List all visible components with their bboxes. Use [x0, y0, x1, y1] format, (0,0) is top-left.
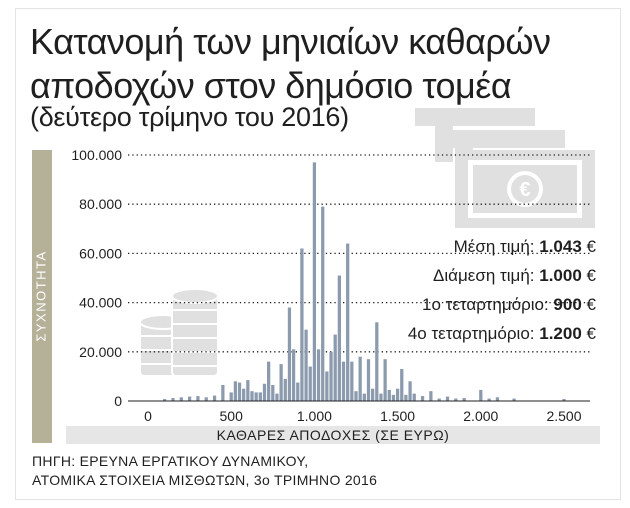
title-line-2: αποδοχών στον δημόσιο τομέα — [30, 65, 512, 106]
y-axis-label: ΣΥΧΝΟΤΗΤΑ — [33, 250, 48, 341]
histogram-bar — [487, 398, 491, 401]
histogram-bar — [163, 399, 167, 401]
x-tick-label: 1.500 — [380, 408, 415, 424]
histogram-bar — [296, 382, 300, 401]
histogram-bar — [445, 396, 450, 401]
histogram-bar — [204, 397, 208, 401]
histogram-bar — [371, 388, 375, 401]
histogram-bar — [325, 371, 329, 401]
x-tick-label: 1.000 — [297, 408, 332, 424]
y-tick-label: 60.000 — [79, 245, 122, 261]
histogram-bar — [187, 396, 192, 401]
histogram-bar — [262, 383, 267, 401]
svg-text:€: € — [519, 179, 530, 201]
histogram-bar — [275, 393, 279, 401]
histogram-bar — [287, 307, 292, 401]
histogram-bar — [391, 394, 396, 401]
histogram-bar — [437, 398, 441, 401]
histogram-bar — [333, 334, 337, 401]
histogram-bar — [366, 359, 371, 401]
histogram-bar — [171, 398, 175, 401]
histogram-bar — [267, 361, 271, 401]
histogram-bar — [233, 381, 237, 401]
coin-stacks-icon — [139, 288, 219, 377]
histogram-bar — [300, 248, 304, 401]
histogram-bar — [229, 392, 233, 401]
y-tick-labels: 0 20.000 40.000 60.000 80.000 100.000 — [71, 147, 122, 409]
histogram-bar — [321, 206, 325, 401]
stat-first-quartile: 1ο τεταρτημόριο: 900 € — [421, 295, 596, 314]
source-line-2: ΑΤΟΜΙΚΑ ΣΤΟΙΧΕΙΑ ΜΙΣΘΩΤΩΝ, 3ο ΤΡΙΜΗΝΟ 20… — [32, 472, 378, 488]
histogram-bar — [420, 396, 425, 401]
histogram-bar — [279, 364, 283, 401]
histogram-bar — [291, 349, 296, 401]
histogram-bar — [341, 361, 346, 401]
y-tick-label: 0 — [114, 393, 122, 409]
x-tick-label: 500 — [220, 408, 244, 424]
histogram-bar — [179, 397, 183, 401]
histogram-bar — [246, 380, 250, 401]
histogram-bar — [242, 388, 246, 401]
y-axis-label-band — [32, 150, 52, 443]
x-tick-label: 2.000 — [463, 408, 498, 424]
histogram-bar — [329, 351, 333, 401]
title-line-1: Κατανομή των μηνιαίων καθαρών — [30, 21, 551, 62]
histogram-bar — [312, 162, 317, 401]
histogram-bar — [454, 398, 458, 401]
source-line-1: ΠΗΓΗ: ΕΡΕΥΝΑ ΕΡΓΑΤΙΚΟΥ ΔΥΝΑΜΙΚΟΥ, — [32, 453, 309, 469]
histogram-bar — [221, 385, 225, 401]
histogram-bar — [462, 398, 466, 401]
histogram-bar — [304, 329, 308, 401]
x-tick-label: 2.500 — [546, 408, 581, 424]
histogram-bar — [400, 369, 404, 401]
histogram-bar — [375, 322, 379, 401]
y-tick-label: 40.000 — [79, 295, 122, 311]
x-tick-labels: 0 500 1.000 1.500 2.000 2.500 — [144, 408, 582, 424]
stat-fourth-quartile: 4ο τεταρτημόριο: 1.200 € — [407, 324, 596, 343]
histogram-bar — [404, 394, 408, 401]
histogram-bar — [358, 356, 362, 401]
histogram-bar — [512, 398, 516, 401]
histogram-bar — [562, 399, 566, 401]
histogram-bar — [250, 391, 254, 401]
histogram-bar — [237, 382, 242, 401]
histogram-bar — [495, 397, 500, 401]
histogram-bar — [254, 392, 258, 401]
histogram-bar — [383, 359, 387, 401]
euro-banknotes-icon: € — [415, 108, 595, 228]
x-axis-label: ΚΑΘΑΡΕΣ ΑΠΟΔΟΧΕΣ (ΣΕ ΕΥΡΩ) — [217, 427, 450, 443]
histogram-bar — [308, 366, 312, 401]
histogram-bar — [271, 385, 275, 401]
histogram-bar — [429, 391, 433, 401]
x-tick-label: 0 — [144, 408, 152, 424]
y-tick-label: 100.000 — [71, 147, 122, 163]
histogram-bar — [316, 349, 321, 401]
histogram-bar — [350, 361, 354, 401]
histogram-bar — [196, 396, 200, 401]
histogram-bar — [354, 391, 358, 401]
y-tick-label: 80.000 — [79, 196, 122, 212]
histogram-bar — [379, 393, 383, 401]
histogram-bar — [283, 378, 287, 401]
histogram-bar — [387, 389, 391, 401]
summary-statistics: Μέση τιμή: 1.043 € Διάμεση τιμή: 1.000 €… — [408, 232, 596, 348]
histogram-bar — [362, 393, 366, 401]
histogram-bar — [212, 395, 217, 401]
chart-subtitle: (δεύτερο τρίμηνο του 2016) — [30, 102, 349, 132]
stat-median: Διάμεση τιμή: 1.000 € — [433, 266, 596, 285]
histogram-bar — [395, 388, 400, 401]
chart-title: Κατανομή των μηνιαίων καθαρών αποδοχών σ… — [30, 20, 551, 108]
x-axis-label-band — [66, 426, 600, 444]
histogram-bar — [258, 392, 262, 401]
y-tick-label: 20.000 — [79, 344, 122, 360]
bars — [163, 162, 566, 401]
histogram-bar — [346, 243, 350, 401]
histogram-bar — [337, 275, 341, 401]
stat-mean: Μέση τιμή: 1.043 € — [453, 237, 596, 256]
histogram-bar — [479, 389, 483, 401]
histogram-bar — [412, 393, 416, 401]
source-note: ΠΗΓΗ: ΕΡΕΥΝΑ ΕΡΓΑΤΙΚΟΥ ΔΥΝΑΜΙΚΟΥ, ΑΤΟΜΙΚ… — [32, 452, 377, 490]
histogram-bar — [408, 381, 412, 401]
